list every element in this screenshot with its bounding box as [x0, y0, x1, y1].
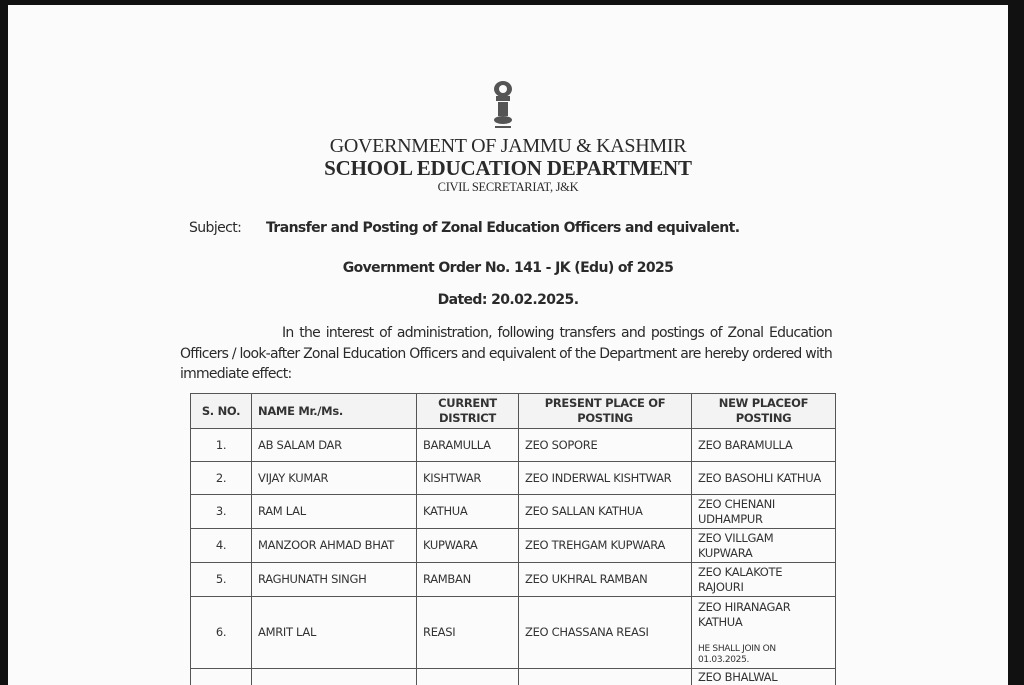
cell-present: ZEO SOPORE [519, 429, 692, 462]
table-row: 1. AB SALAM DAR BARAMULLA ZEO SOPORE ZEO BAR… [191, 429, 836, 462]
cell-district: KUPWARA [417, 529, 519, 563]
table-row: 6. AMRIT LAL REASI ZEO CHASSANA REASI ZEO HI… [191, 597, 836, 669]
cell-present-text: ZEO TREHGAM KUPWARA [525, 538, 665, 552]
cell-present-text: ZEO SALLAN KATHUA [525, 504, 643, 518]
cell-district: BARAMULLA [417, 429, 519, 462]
header-present: PRESENT PLACE OF POSTING [519, 394, 692, 429]
cell-present: ZEO INDERWAL KISHTWAR [519, 462, 692, 495]
header-name: NAME Mr./Ms. [252, 394, 417, 429]
cell-sno: 3. [191, 495, 252, 529]
table-row: 3. RAM LAL KATHUA ZEO SALLAN KATHUA ZEO CHEN… [191, 495, 836, 529]
header-new: NEW PLACEOF POSTING [692, 394, 836, 429]
cell-sno-text: 5. [216, 572, 226, 586]
cell-name [252, 669, 417, 685]
cell-present-text: ZEO INDERWAL KISHTWAR [525, 471, 671, 485]
cell-name: RAGHUNATH SINGH [252, 563, 417, 597]
cell-name-text: VIJAY KUMAR [258, 471, 328, 485]
cell-name: MANZOOR AHMAD BHAT [252, 529, 417, 563]
department-heading: SCHOOL EDUCATION DEPARTMENT [8, 156, 1008, 181]
cell-sno: 1. [191, 429, 252, 462]
table-row: 5. RAGHUNATH SINGH RAMBAN ZEO UKHRAL RAMBAN… [191, 563, 836, 597]
cell-new: ZEO HIRANAGAR KATHUA HE SHALL JOIN ON 01.… [692, 597, 836, 669]
order-number: Government Order No. 141 - JK (Edu) of 2… [8, 260, 1008, 276]
cell-name-text: RAM LAL [258, 504, 306, 518]
cell-present [519, 669, 692, 685]
cell-new: ZEO VILLGAM KUPWARA [692, 529, 836, 563]
state-emblem-icon [489, 80, 517, 130]
office-subheading: CIVIL SECRETARIAT, J&K [8, 180, 1008, 195]
cell-district-text: BARAMULLA [423, 438, 491, 452]
cell-note: HE SHALL JOIN ON 01.03.2025. [698, 644, 829, 666]
cell-new: ZEO KALAKOTE RAJOURI [692, 563, 836, 597]
cell-new-text: ZEO CHENANI UDHAMPUR [698, 497, 775, 526]
cell-present: ZEO UKHRAL RAMBAN [519, 563, 692, 597]
cell-present: ZEO SALLAN KATHUA [519, 495, 692, 529]
cell-present-text: ZEO SOPORE [525, 438, 597, 452]
cell-sno-text: 4. [216, 538, 226, 552]
cell-new-text: ZEO HIRANAGAR KATHUA [698, 600, 790, 629]
cell-sno-text: 2. [216, 471, 226, 485]
table-header-row: S. NO. NAME Mr./Ms. CURRENT DISTRICT PRE… [191, 394, 836, 429]
cell-district-text: KATHUA [423, 504, 467, 518]
cell-name: VIJAY KUMAR [252, 462, 417, 495]
cell-sno: 5. [191, 563, 252, 597]
transfer-table: S. NO. NAME Mr./Ms. CURRENT DISTRICT PRE… [190, 393, 836, 685]
cell-sno-text: 3. [216, 504, 226, 518]
table-row: 2. VIJAY KUMAR KISHTWAR ZEO INDERWAL KISHTW… [191, 462, 836, 495]
cell-district: RAMBAN [417, 563, 519, 597]
cell-new: ZEO BHALWAL [692, 669, 836, 685]
cell-new-text: ZEO BASOHLI KATHUA [698, 471, 821, 485]
cell-new-text: ZEO BARAMULLA [698, 438, 792, 452]
cell-name-text: RAGHUNATH SINGH [258, 572, 366, 586]
cell-name: AMRIT LAL [252, 597, 417, 669]
government-heading: GOVERNMENT OF JAMMU & KASHMIR [8, 135, 1008, 158]
header-district: CURRENT DISTRICT [417, 394, 519, 429]
cell-new: ZEO BARAMULLA [692, 429, 836, 462]
subject-label: Subject: [189, 220, 241, 236]
cell-name: RAM LAL [252, 495, 417, 529]
cell-new: ZEO CHENANI UDHAMPUR [692, 495, 836, 529]
cell-district: KATHUA [417, 495, 519, 529]
table-row: 4. MANZOOR AHMAD BHAT KUPWARA ZEO TREHGAM K… [191, 529, 836, 563]
cell-name: AB SALAM DAR [252, 429, 417, 462]
cell-new-text: ZEO VILLGAM KUPWARA [698, 531, 773, 560]
cell-new: ZEO BASOHLI KATHUA [692, 462, 836, 495]
cell-district-text: RAMBAN [423, 572, 471, 586]
cell-sno-text: 6. [216, 625, 226, 639]
cell-district-text: KUPWARA [423, 538, 478, 552]
cell-district-text: REASI [423, 625, 455, 639]
cell-district [417, 669, 519, 685]
cell-present: ZEO TREHGAM KUPWARA [519, 529, 692, 563]
cell-sno: 2. [191, 462, 252, 495]
cell-present-text: ZEO UKHRAL RAMBAN [525, 572, 647, 586]
cell-name-text: AB SALAM DAR [258, 438, 342, 452]
cell-present: ZEO CHASSANA REASI [519, 597, 692, 669]
cell-new-text: ZEO KALAKOTE RAJOURI [698, 565, 782, 594]
cell-new-text: ZEO BHALWAL [698, 670, 777, 684]
cell-sno: 4. [191, 529, 252, 563]
cell-district-text: KISHTWAR [423, 471, 481, 485]
cell-name-text: AMRIT LAL [258, 625, 316, 639]
cell-district: KISHTWAR [417, 462, 519, 495]
cell-name-text: MANZOOR AHMAD BHAT [258, 538, 394, 552]
subject-text: Transfer and Posting of Zonal Education … [266, 220, 739, 236]
cell-sno [191, 669, 252, 685]
cell-sno: 6. [191, 597, 252, 669]
header-sno: S. NO. [191, 394, 252, 429]
order-paragraph: In the interest of administration, follo… [180, 323, 832, 385]
cell-sno-text: 1. [216, 438, 226, 452]
document-page: GOVERNMENT OF JAMMU & KASHMIR SCHOOL EDU… [8, 5, 1008, 685]
cell-present-text: ZEO CHASSANA REASI [525, 625, 649, 639]
cell-district: REASI [417, 597, 519, 669]
table-row: ZEO BHALWAL [191, 669, 836, 685]
order-date: Dated: 20.02.2025. [8, 292, 1008, 308]
